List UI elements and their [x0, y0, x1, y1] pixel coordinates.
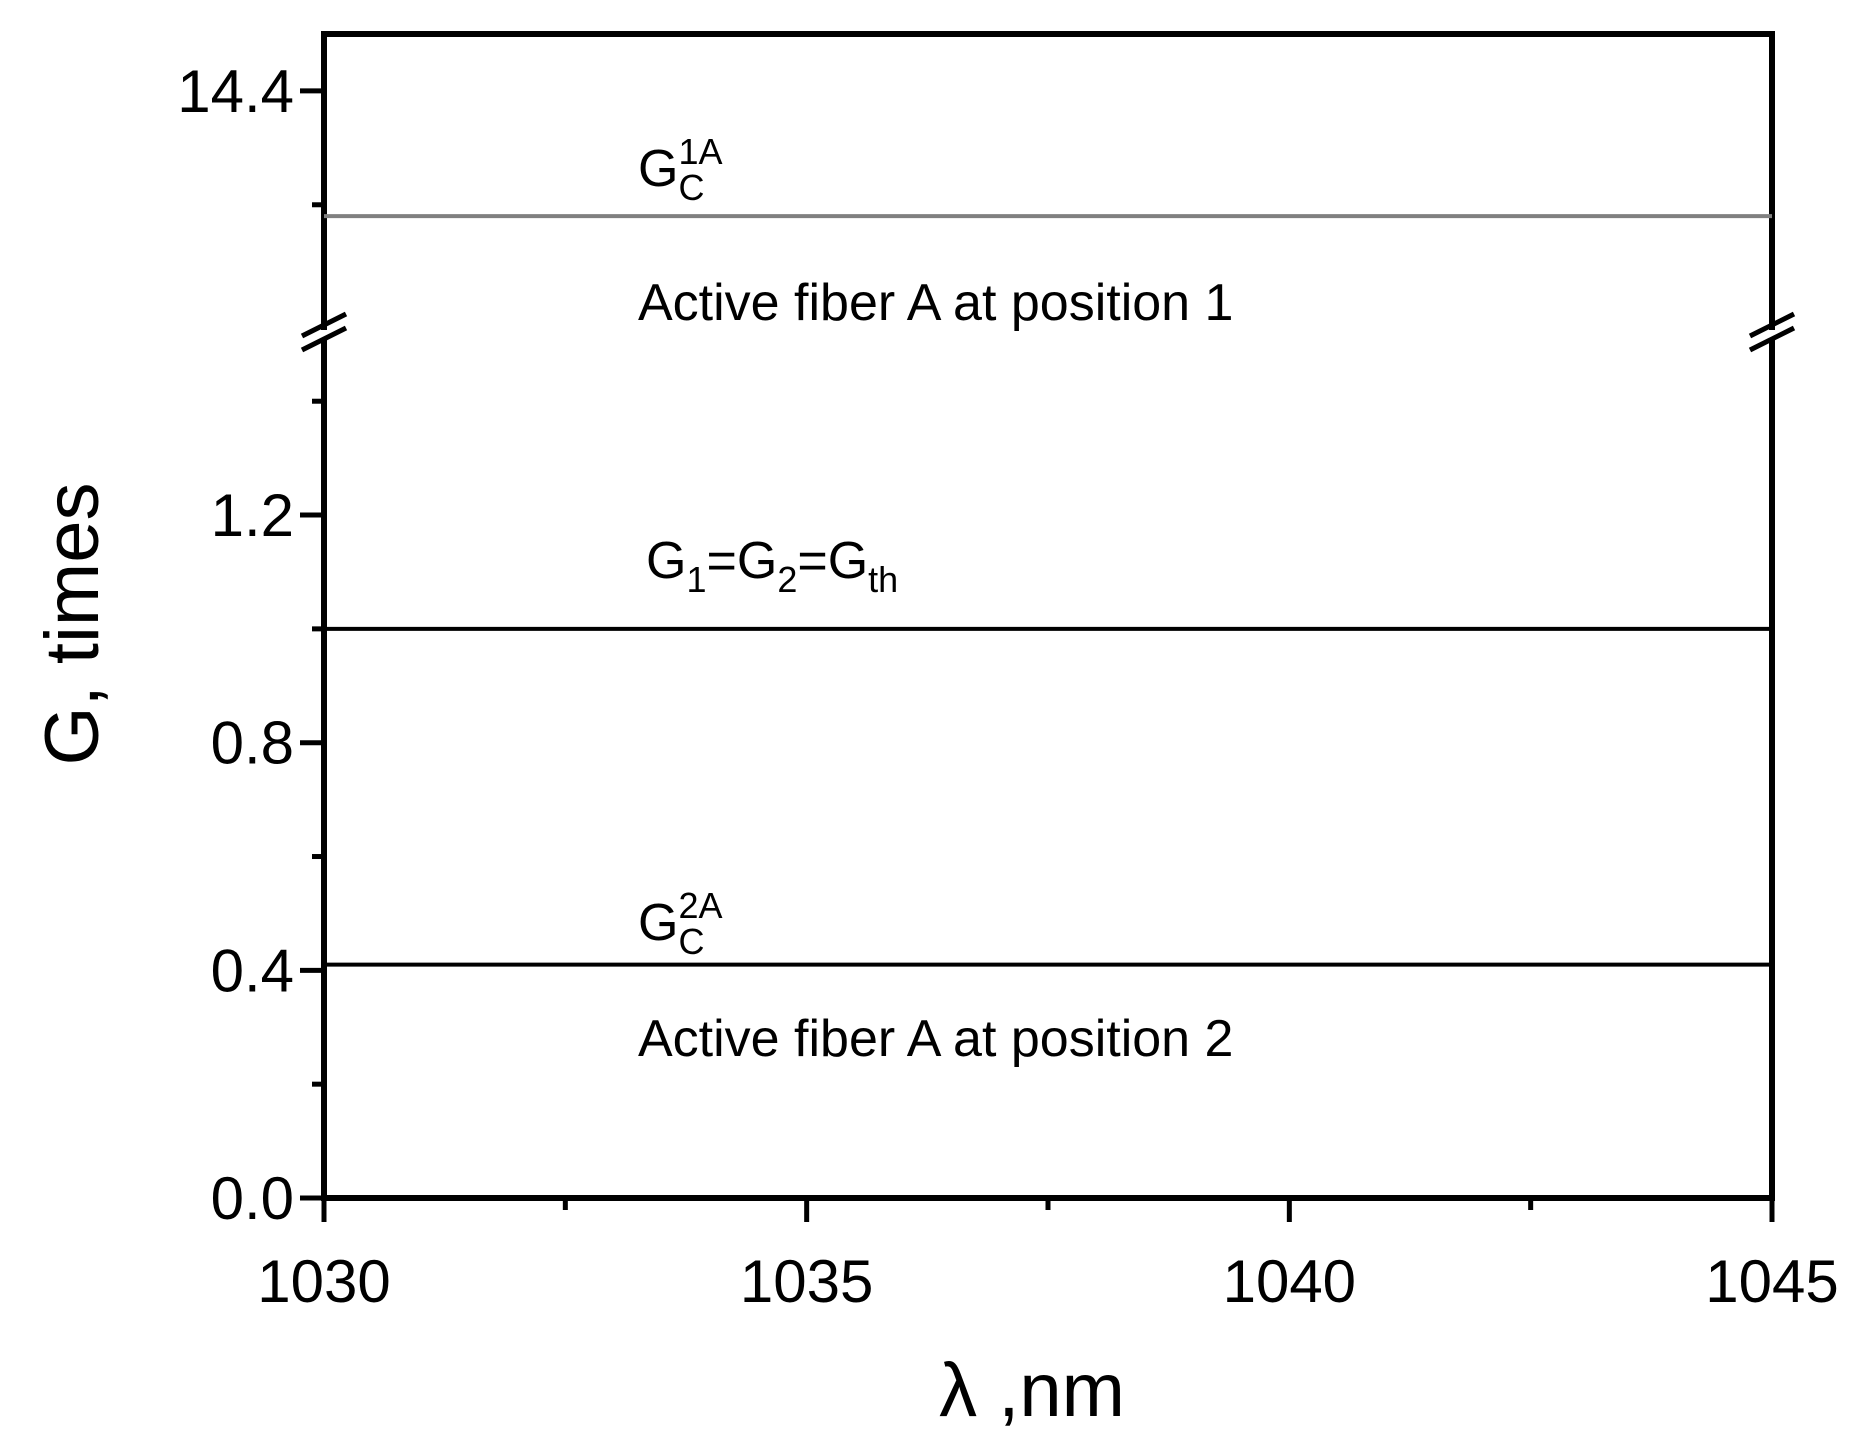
annotation: =G [706, 532, 777, 590]
y-tick-label: 0.8 [211, 710, 294, 777]
annotation: C [678, 167, 704, 208]
x-tick-label: 1045 [1705, 1248, 1838, 1315]
annotation: th [868, 559, 898, 600]
y-tick-label: 0.0 [211, 1165, 294, 1232]
annotation: Active fiber A at position 2 [638, 1010, 1233, 1068]
x-tick-label: 1040 [1223, 1248, 1356, 1315]
x-tick-label: 1030 [257, 1248, 390, 1315]
annotation: Active fiber A at position 1 [638, 274, 1233, 332]
annotation: G [638, 140, 678, 198]
y-tick-label: 1.2 [211, 482, 294, 549]
annotation: =G [797, 532, 868, 590]
annotation: 1A [678, 131, 722, 172]
annotation: C [678, 921, 704, 962]
x-axis-label: λ ,nm [939, 1348, 1125, 1433]
x-tick-label: 1035 [740, 1248, 873, 1315]
y-tick-label: 14.4 [177, 58, 294, 125]
annotation: 2 [777, 559, 797, 600]
annotation: G [646, 532, 686, 590]
annotation: G [638, 894, 678, 952]
annotation: 1 [686, 559, 706, 600]
axis-break [300, 311, 1796, 353]
annotation: 2A [678, 885, 722, 926]
y-axis-label: G, times [30, 483, 115, 766]
y-tick-label: 0.4 [211, 937, 294, 1004]
